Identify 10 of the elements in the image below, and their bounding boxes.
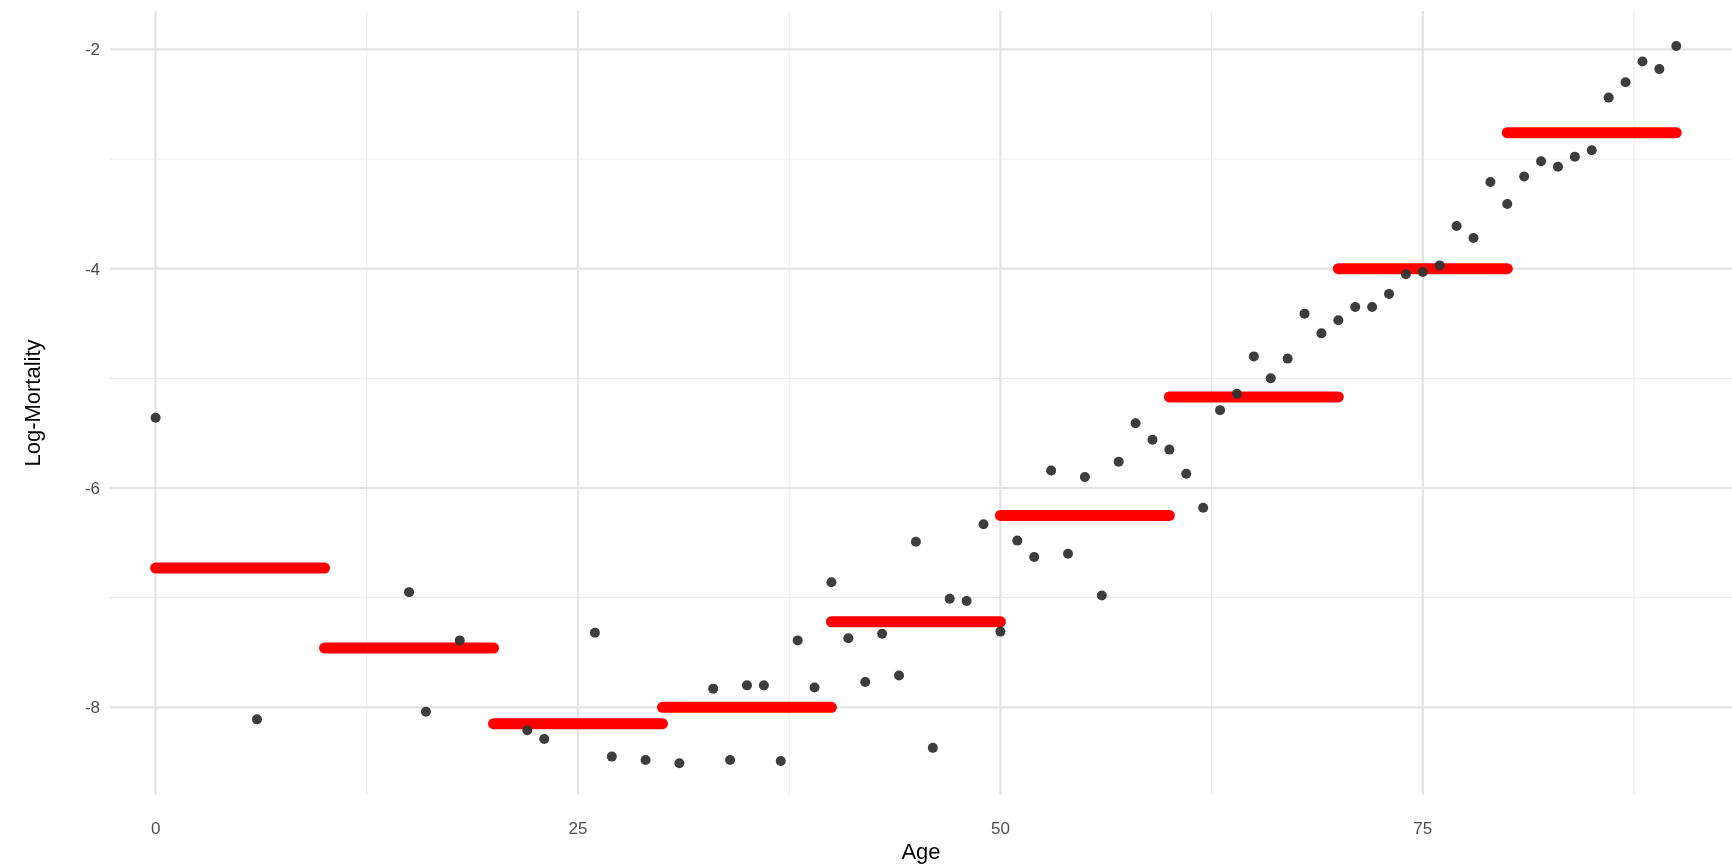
y-tick-label: -6 [84,478,100,498]
y-tick-label: -2 [84,40,100,60]
x-tick-label: 0 [150,819,161,838]
y-axis-title: Log-Mortality [20,339,45,467]
y-tick-label: -8 [84,698,100,718]
y-tick-label: -4 [84,259,100,279]
x-axis-title: Age [901,839,941,864]
x-tick-label: 75 [1413,819,1433,838]
x-tick-label: 50 [990,819,1010,838]
x-tick-label: 25 [568,819,588,838]
